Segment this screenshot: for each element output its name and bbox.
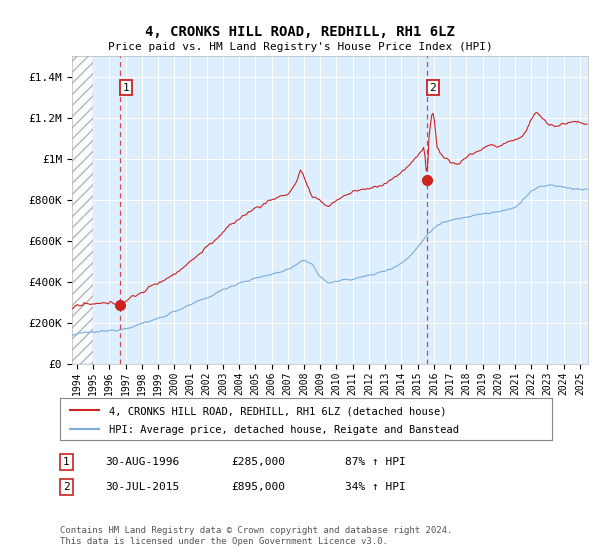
- Text: 1: 1: [122, 83, 130, 93]
- Text: HPI: Average price, detached house, Reigate and Banstead: HPI: Average price, detached house, Reig…: [109, 425, 459, 435]
- Text: £285,000: £285,000: [231, 457, 285, 467]
- Text: Contains HM Land Registry data © Crown copyright and database right 2024.
This d: Contains HM Land Registry data © Crown c…: [60, 526, 452, 546]
- Text: 87% ↑ HPI: 87% ↑ HPI: [345, 457, 406, 467]
- Text: 34% ↑ HPI: 34% ↑ HPI: [345, 482, 406, 492]
- Text: £895,000: £895,000: [231, 482, 285, 492]
- Text: 30-JUL-2015: 30-JUL-2015: [105, 482, 179, 492]
- Text: Price paid vs. HM Land Registry's House Price Index (HPI): Price paid vs. HM Land Registry's House …: [107, 42, 493, 52]
- Text: 4, CRONKS HILL ROAD, REDHILL, RH1 6LZ: 4, CRONKS HILL ROAD, REDHILL, RH1 6LZ: [145, 25, 455, 39]
- Text: 1: 1: [63, 457, 70, 467]
- Text: 2: 2: [63, 482, 70, 492]
- Text: 2: 2: [430, 83, 436, 93]
- Text: 30-AUG-1996: 30-AUG-1996: [105, 457, 179, 467]
- Text: 4, CRONKS HILL ROAD, REDHILL, RH1 6LZ (detached house): 4, CRONKS HILL ROAD, REDHILL, RH1 6LZ (d…: [109, 406, 446, 416]
